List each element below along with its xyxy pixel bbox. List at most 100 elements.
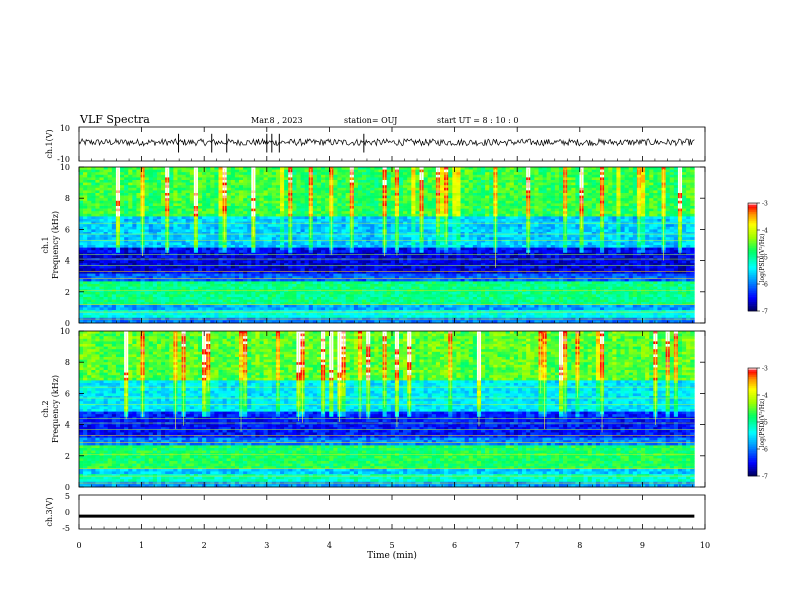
ch1-spectrogram-cell bbox=[604, 206, 609, 209]
ch1-spectrogram-cell bbox=[423, 172, 428, 176]
ch1-spectrogram-cell bbox=[423, 247, 428, 251]
ch1-spectrogram-cell bbox=[296, 203, 301, 207]
ch1-spectrogram-cell bbox=[218, 177, 223, 181]
ch1-spectrogram-cell bbox=[628, 187, 634, 191]
ch1-spectrogram-cell bbox=[686, 234, 691, 238]
ch1-spectrogram-cell bbox=[124, 250, 129, 254]
ch1-spectrogram-cell bbox=[238, 232, 244, 235]
ch1-spectrogram-cell bbox=[665, 200, 671, 204]
ch1-spectrogram-cell bbox=[370, 219, 375, 222]
ch1-spectrogram-cell bbox=[431, 211, 437, 215]
ch1-spectrogram-cell bbox=[321, 177, 326, 181]
ch1-spectrogram-cell bbox=[124, 177, 129, 181]
ch1-spectrogram-cell bbox=[632, 172, 638, 176]
ch1-spectrogram-cell bbox=[472, 193, 478, 196]
ch1-spectrogram-cell bbox=[501, 167, 506, 170]
ch1-spectrogram-cell bbox=[206, 177, 211, 181]
ch1-spectrogram-cell bbox=[497, 245, 502, 248]
ch1-spectrogram-cell bbox=[304, 237, 310, 241]
ch1-spectrogram-cell bbox=[620, 250, 625, 254]
ch1-spectrogram-cell bbox=[411, 198, 416, 202]
ch1-spectrogram-cell bbox=[255, 226, 260, 230]
ch1-spectrogram-cell bbox=[587, 200, 593, 204]
ch1-spectrogram-cell bbox=[554, 198, 560, 202]
ch1-spectrogram-cell bbox=[148, 203, 154, 207]
ch1-spectrogram-cell bbox=[181, 224, 186, 228]
ch1-spectrogram-cell bbox=[144, 229, 150, 233]
ch1-spectrogram-cell bbox=[620, 232, 625, 235]
ch1-spectrogram-cell bbox=[608, 232, 613, 235]
ch1-spectrogram-cell bbox=[206, 190, 211, 194]
ch1-spectrogram-cell bbox=[169, 185, 174, 189]
ch1-spectrogram-cell bbox=[161, 211, 166, 215]
ch1-spectrogram-cell bbox=[296, 245, 301, 248]
ch1-spectrogram-cell bbox=[259, 224, 264, 228]
ch1-spectrogram-cell bbox=[91, 237, 96, 241]
ch1-spectrogram-cell bbox=[177, 187, 182, 191]
ch1-spectrogram-cell bbox=[99, 177, 104, 181]
ch1-spectrogram-cell bbox=[189, 247, 195, 251]
ch1-spectrogram-cell bbox=[173, 182, 178, 186]
ch1-spectrogram-cell bbox=[173, 234, 178, 238]
ch1-spectrogram-cell bbox=[571, 203, 576, 207]
ch1-spectrogram-cell bbox=[161, 172, 166, 176]
ch1-spectrogram-cell bbox=[169, 213, 174, 217]
ch1-spectrogram-cell bbox=[304, 216, 310, 220]
ch1-spectrogram-cell bbox=[300, 216, 305, 220]
ch1-spectrogram-cell bbox=[136, 185, 141, 189]
ch1-spectrogram-cell bbox=[628, 242, 634, 246]
ch1-spectrogram-cell bbox=[517, 234, 523, 238]
ch1-spectrogram-cell bbox=[370, 182, 375, 186]
ch1-spectrogram-cell bbox=[218, 250, 223, 254]
ch1-spectrogram-cell bbox=[538, 250, 543, 254]
ch1-spectrogram-cell bbox=[247, 167, 252, 170]
ch1-spectrogram-cell bbox=[243, 174, 248, 178]
ch1-spectrogram-cell bbox=[378, 193, 383, 196]
ch1-spectrogram-cell bbox=[390, 208, 396, 212]
ch1-spectrogram-cell bbox=[156, 169, 162, 173]
ch1-spectrogram-cell bbox=[632, 237, 638, 241]
ch1-spectrogram-cell bbox=[177, 229, 182, 233]
ch1-spectrogram-cell bbox=[316, 237, 322, 241]
ch1-spectrogram-cell bbox=[337, 213, 342, 217]
ch1-spectrogram-cell bbox=[476, 195, 482, 199]
ch1-spectrogram-cell bbox=[210, 193, 215, 196]
ch1-spectrogram-cell bbox=[288, 167, 293, 170]
ch1-spectrogram-cell bbox=[316, 229, 322, 233]
ch1-spectrogram-cell bbox=[546, 193, 552, 196]
ch1-spectrogram-cell bbox=[591, 234, 597, 238]
ch1-spectrogram-cell bbox=[357, 169, 363, 173]
ch1-spectrogram-cell bbox=[218, 206, 223, 209]
ch1-spectrogram-cell bbox=[612, 250, 617, 254]
ch1-spectrogram-cell bbox=[87, 200, 92, 204]
ch1-spectrogram-cell bbox=[554, 172, 560, 176]
ch1-spectrogram-cell bbox=[427, 177, 433, 181]
ch1-spectrogram-cell bbox=[185, 206, 191, 209]
ch1-spectrogram-cell bbox=[481, 237, 486, 241]
ch1-spectrogram-cell bbox=[530, 237, 535, 241]
ch1-spectrogram-cell bbox=[468, 180, 474, 183]
ch1-spectrogram-cell bbox=[300, 224, 305, 228]
ch1-spectrogram-cell bbox=[513, 211, 519, 215]
ch1-spectrogram-cell bbox=[161, 229, 166, 233]
ch1-spectrogram-cell bbox=[403, 206, 408, 209]
ch1-spectrogram-cell bbox=[206, 180, 211, 183]
ch1-spectrogram-cell bbox=[423, 180, 428, 183]
ch1-spectrogram-cell bbox=[456, 239, 461, 243]
ch1-spectrogram-cell bbox=[444, 247, 449, 251]
ch1-spectrogram-cell bbox=[427, 200, 433, 204]
ch1-spectrogram-cell bbox=[148, 250, 154, 254]
ch1-spectrogram-cell bbox=[575, 242, 580, 246]
ch1-spectrogram-cell bbox=[357, 203, 363, 207]
ch1-spectrogram-cell bbox=[431, 237, 437, 241]
ch1-spectrogram-cell bbox=[103, 174, 109, 178]
ch1-spectrogram-cell bbox=[661, 167, 666, 170]
ch1-spectrogram-cell bbox=[357, 187, 363, 191]
ch1-spectrogram-cell bbox=[608, 182, 613, 186]
ch1-spectrogram-cell bbox=[325, 169, 330, 173]
ch1-spectrogram-cell bbox=[485, 242, 490, 246]
ch1-spectrogram-cell bbox=[423, 200, 428, 204]
ch1-spectrogram-cell bbox=[567, 213, 572, 217]
ch1-spectrogram-cell bbox=[595, 213, 601, 217]
ch1-spectrogram-cell bbox=[628, 213, 634, 217]
